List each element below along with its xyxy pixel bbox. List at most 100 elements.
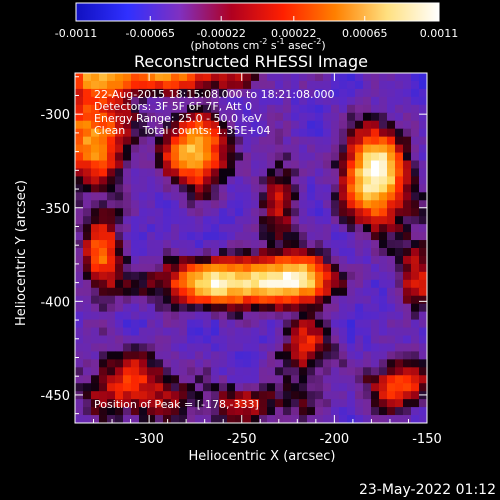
heatmap-cell <box>155 160 164 170</box>
heatmap-cell <box>403 311 412 321</box>
heatmap-cell <box>307 407 316 416</box>
heatmap-cell <box>83 383 92 392</box>
heatmap-cell <box>379 335 388 345</box>
heatmap-cell <box>339 295 348 305</box>
heatmap-cell <box>131 216 140 225</box>
heatmap-cell <box>83 120 92 130</box>
heatmap-cell <box>251 319 260 329</box>
heatmap-cell <box>299 319 308 329</box>
heatmap-cell <box>371 216 380 225</box>
heatmap-cell <box>171 160 180 170</box>
heatmap-cell <box>379 279 388 289</box>
heatmap-cell <box>131 391 140 400</box>
heatmap-cell <box>251 176 260 185</box>
heatmap-cell <box>211 184 220 193</box>
heatmap-cell <box>195 311 204 321</box>
heatmap-cell <box>283 319 292 329</box>
heatmap-cell <box>323 415 332 423</box>
heatmap-cell <box>123 303 132 313</box>
heatmap-cell <box>219 168 228 177</box>
heatmap-cell <box>307 128 316 138</box>
heatmap-cell <box>123 415 132 423</box>
heatmap-cell <box>115 240 124 249</box>
heatmap-cell <box>243 399 252 408</box>
heatmap-cell <box>411 104 420 114</box>
heatmap-cell <box>83 112 92 122</box>
heatmap-cell <box>107 263 116 273</box>
heatmap-cell <box>411 311 420 321</box>
heatmap-cell <box>219 383 228 392</box>
heatmap-cell <box>243 335 252 345</box>
y-tick-label: -350 <box>40 202 70 217</box>
heatmap-cell <box>411 343 420 352</box>
heatmap-cell <box>155 144 164 154</box>
heatmap-cell <box>275 327 284 337</box>
heatmap-cell <box>411 271 420 281</box>
heatmap-cell <box>163 351 172 360</box>
heatmap-cell <box>363 335 372 345</box>
heatmap-cell <box>187 343 196 352</box>
heatmap-cell <box>171 271 180 281</box>
heatmap-cell <box>99 367 108 376</box>
heatmap-cell <box>307 80 316 90</box>
heatmap-cell <box>187 327 196 337</box>
heatmap-cell <box>339 248 348 257</box>
heatmap-cell <box>171 311 180 321</box>
heatmap-cell <box>307 112 316 122</box>
heatmap-cell <box>299 383 308 392</box>
heatmap-cell <box>187 184 196 193</box>
heatmap-cell <box>331 232 340 241</box>
heatmap-cell <box>203 152 212 162</box>
heatmap-cell <box>395 192 404 201</box>
heatmap-cell <box>379 407 388 416</box>
heatmap-cell <box>363 88 372 98</box>
heatmap-cell <box>187 335 196 345</box>
heatmap-cell <box>315 240 324 249</box>
heatmap-cell <box>395 168 404 177</box>
heatmap-cell <box>155 208 164 217</box>
heatmap-cell <box>203 168 212 177</box>
heatmap-cell <box>403 335 412 345</box>
heatmap-cell <box>315 327 324 337</box>
heatmap-cell <box>323 73 332 82</box>
heatmap-cell <box>267 73 276 82</box>
heatmap-cell <box>331 255 340 265</box>
heatmap-cell <box>339 263 348 273</box>
heatmap-cell <box>227 144 236 154</box>
heatmap-cell <box>147 311 156 321</box>
heatmap-cell <box>411 248 420 257</box>
heatmap-cell <box>243 343 252 352</box>
heatmap-cell <box>291 136 300 146</box>
heatmap-cell <box>419 263 427 273</box>
heatmap-cell <box>251 192 260 201</box>
heatmap-cell <box>291 112 300 122</box>
heatmap-cell <box>371 136 380 146</box>
heatmap-cell <box>227 240 236 249</box>
heatmap-cell <box>403 144 412 154</box>
heatmap-cell <box>379 343 388 352</box>
heatmap-cell <box>275 287 284 297</box>
heatmap-cell <box>91 208 100 217</box>
heatmap-cell <box>115 311 124 321</box>
heatmap-cell <box>211 152 220 162</box>
heatmap-cell <box>155 359 164 368</box>
heatmap-cell <box>99 216 108 225</box>
heatmap-cell <box>123 255 132 265</box>
heatmap-cell <box>379 287 388 297</box>
heatmap-cell <box>171 391 180 400</box>
heatmap-cell <box>147 263 156 273</box>
heatmap-cell <box>283 112 292 122</box>
heatmap-cell <box>83 399 92 408</box>
heatmap-cell <box>315 200 324 209</box>
heatmap-cell <box>243 240 252 249</box>
heatmap-cell <box>107 287 116 297</box>
heatmap-cell <box>155 136 164 146</box>
heatmap-cell <box>91 192 100 201</box>
heatmap-cell <box>283 248 292 257</box>
heatmap-cell <box>315 152 324 162</box>
heatmap-cell <box>355 120 364 130</box>
heatmap-cell <box>211 343 220 352</box>
heatmap-cell <box>403 168 412 177</box>
heatmap-cell <box>299 359 308 368</box>
heatmap-cell <box>291 88 300 98</box>
